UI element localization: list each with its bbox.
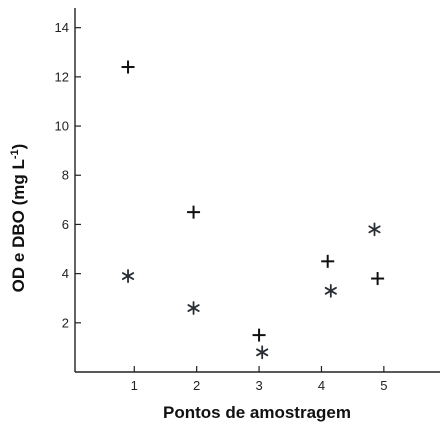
asterisk-marker xyxy=(324,283,337,298)
y-ticks: 2 4 6 8 10 12 14 xyxy=(55,20,81,330)
y-tick-label: 2 xyxy=(62,315,69,330)
x-ticks: 1 2 3 4 5 xyxy=(131,366,387,393)
y-tick-label: 6 xyxy=(62,217,69,232)
plus-marker xyxy=(321,254,335,268)
x-tick-label: 4 xyxy=(318,378,325,393)
x-tick-label: 2 xyxy=(193,378,200,393)
axes xyxy=(74,8,440,373)
data-points xyxy=(121,60,385,360)
plus-marker xyxy=(371,272,385,286)
x-tick-label: 1 xyxy=(131,378,138,393)
y-tick-label: 12 xyxy=(55,69,69,84)
y-axis-title-main: OD e DBO (mg L xyxy=(9,159,28,292)
asterisk-marker xyxy=(121,269,135,283)
plus-marker xyxy=(121,60,135,74)
y-axis-title: OD e DBO (mg L-1) xyxy=(9,144,28,293)
plus-marker xyxy=(187,205,201,219)
y-axis-title-exponent: -1 xyxy=(9,149,21,159)
x-tick-label: 3 xyxy=(255,378,262,393)
x-tick-label: 5 xyxy=(380,378,387,393)
y-tick-label: 10 xyxy=(55,119,69,134)
asterisk-marker xyxy=(256,345,269,360)
asterisk-marker xyxy=(368,222,381,237)
x-axis-title: Pontos de amostragem xyxy=(163,403,351,422)
y-tick-label: 4 xyxy=(62,266,69,281)
asterisk-marker xyxy=(187,301,200,315)
plus-marker xyxy=(252,328,266,342)
y-axis-title-close: ) xyxy=(9,144,28,150)
y-tick-label: 8 xyxy=(62,168,69,183)
y-tick-label: 14 xyxy=(55,20,69,35)
